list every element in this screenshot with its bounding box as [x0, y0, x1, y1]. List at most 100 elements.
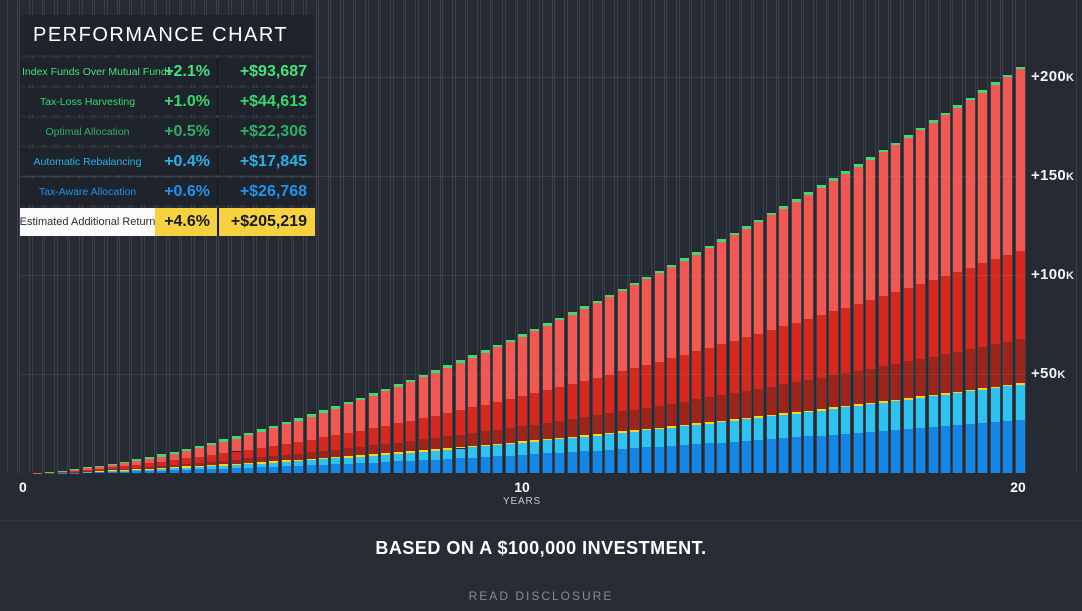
bar-segment-tax-loss-harvesting: [667, 358, 676, 403]
bar[interactable]: [978, 90, 987, 473]
bar[interactable]: [456, 360, 465, 473]
bar-segment-top-cap: [170, 452, 179, 455]
bar[interactable]: [356, 398, 365, 473]
bar-segment-top-cap: [543, 323, 552, 326]
bar[interactable]: [182, 449, 191, 473]
bar[interactable]: [95, 466, 104, 473]
bar[interactable]: [543, 323, 552, 473]
bar[interactable]: [431, 370, 440, 473]
bar[interactable]: [269, 426, 278, 473]
bar[interactable]: [145, 457, 154, 473]
bar[interactable]: [916, 128, 925, 473]
bar[interactable]: [381, 389, 390, 473]
bar-segment-divider-strip: [356, 455, 365, 457]
bar[interactable]: [866, 157, 875, 473]
bar[interactable]: [1016, 67, 1025, 473]
bar[interactable]: [468, 355, 477, 473]
bar[interactable]: [406, 380, 415, 473]
bar[interactable]: [879, 150, 888, 473]
bar[interactable]: [219, 439, 228, 473]
bar[interactable]: [170, 452, 179, 473]
bar-segment-top-cap: [195, 446, 204, 449]
bar[interactable]: [655, 271, 664, 473]
bar-segment-divider-strip: [929, 395, 938, 397]
bar[interactable]: [568, 312, 577, 473]
bar[interactable]: [307, 414, 316, 473]
bar[interactable]: [70, 469, 79, 473]
bar[interactable]: [605, 295, 614, 473]
bar[interactable]: [282, 422, 291, 473]
bar[interactable]: [630, 283, 639, 473]
bar[interactable]: [754, 220, 763, 473]
bar[interactable]: [195, 446, 204, 473]
bar[interactable]: [244, 433, 253, 473]
bar-segment-tax-aware-allocation: [132, 471, 141, 473]
bar[interactable]: [394, 384, 403, 473]
bar[interactable]: [991, 82, 1000, 473]
bar-segment-tax-aware-allocation: [667, 446, 676, 473]
bar[interactable]: [929, 120, 938, 473]
bar-segment-optimal-allocation: [394, 443, 403, 453]
bar[interactable]: [1003, 75, 1012, 473]
bar[interactable]: [767, 213, 776, 473]
bar[interactable]: [157, 454, 166, 473]
bar[interactable]: [667, 265, 676, 473]
bar[interactable]: [804, 192, 813, 473]
bar-segment-optimal-allocation: [854, 371, 863, 405]
bar-segment-automatic-rebalancing: [555, 439, 564, 452]
bar[interactable]: [232, 436, 241, 473]
bar[interactable]: [83, 467, 92, 473]
bar-segment-divider-strip: [555, 438, 564, 440]
bar[interactable]: [344, 402, 353, 473]
bar-segment-top-cap: [817, 185, 826, 188]
bar[interactable]: [580, 306, 589, 473]
bar[interactable]: [705, 246, 714, 473]
bar-segment-top-cap: [381, 389, 390, 392]
bar-segment-tax-aware-allocation: [394, 461, 403, 473]
bar[interactable]: [108, 464, 117, 473]
bar[interactable]: [530, 329, 539, 473]
bar[interactable]: [904, 135, 913, 473]
bar[interactable]: [941, 113, 950, 473]
bar[interactable]: [443, 365, 452, 473]
bar[interactable]: [419, 375, 428, 473]
bar-segment-index-funds: [481, 353, 490, 405]
bar-segment-optimal-allocation: [95, 470, 104, 471]
bar[interactable]: [618, 289, 627, 473]
bar[interactable]: [680, 258, 689, 473]
bar-segment-automatic-rebalancing: [705, 424, 714, 444]
bar[interactable]: [132, 459, 141, 473]
bar[interactable]: [692, 252, 701, 473]
bar[interactable]: [593, 301, 602, 473]
bar[interactable]: [555, 318, 564, 473]
bar[interactable]: [730, 233, 739, 473]
bar[interactable]: [369, 393, 378, 473]
bar[interactable]: [779, 206, 788, 473]
bar[interactable]: [854, 164, 863, 473]
bar[interactable]: [817, 185, 826, 473]
bar[interactable]: [319, 410, 328, 473]
bar[interactable]: [953, 105, 962, 473]
bar[interactable]: [493, 345, 502, 473]
bar[interactable]: [506, 340, 515, 473]
bar[interactable]: [58, 471, 67, 474]
legend-row-estimated-additional-return: Estimated Additional Return +4.6% +$205,…: [20, 208, 315, 236]
bar[interactable]: [742, 226, 751, 473]
bar[interactable]: [966, 98, 975, 473]
bar[interactable]: [829, 178, 838, 473]
bar[interactable]: [518, 334, 527, 473]
bar-segment-index-funds: [904, 138, 913, 288]
bar[interactable]: [331, 406, 340, 473]
bar[interactable]: [841, 171, 850, 473]
bar[interactable]: [294, 418, 303, 473]
bar[interactable]: [120, 462, 129, 473]
bar-segment-optimal-allocation: [269, 456, 278, 461]
read-disclosure-link[interactable]: READ DISCLOSURE: [469, 589, 614, 603]
bar[interactable]: [45, 472, 54, 473]
bar[interactable]: [207, 443, 216, 473]
bar[interactable]: [257, 429, 266, 473]
bar-segment-divider-strip: [991, 387, 1000, 389]
bar[interactable]: [792, 199, 801, 473]
bar[interactable]: [891, 143, 900, 473]
bar[interactable]: [481, 350, 490, 473]
